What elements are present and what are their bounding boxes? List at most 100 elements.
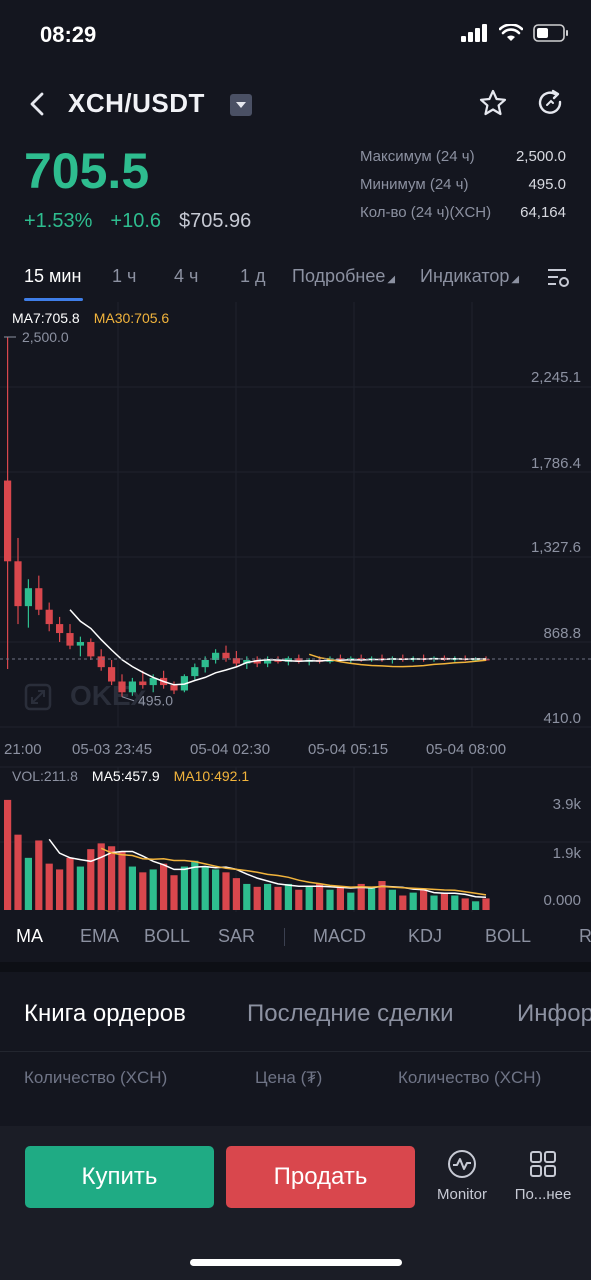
ma5-value: MA5:457.9 <box>91 768 160 784</box>
refresh-icon <box>538 89 562 114</box>
candle-body <box>295 658 303 662</box>
candle-body <box>87 642 95 657</box>
volume-bar <box>128 866 136 910</box>
stat-volume: Кол-во (24 ч)(XCH) 64,164 <box>360 204 566 232</box>
candle-body <box>14 561 22 607</box>
candlestick-chart[interactable]: OKEx 2,245.11,786.41,327.6868.8410.03.9k… <box>0 302 591 912</box>
watermark-logo-icon <box>24 683 52 711</box>
stat-label: Минимум (24 ч) <box>360 176 469 193</box>
caret-down-icon <box>236 102 246 108</box>
grid-icon <box>530 1151 556 1177</box>
volume-bar <box>295 889 303 910</box>
ma10-value: MA10:492.1 <box>173 768 250 784</box>
ma30-line <box>308 653 487 668</box>
stat-high: Максимум (24 ч) 2,500.0 <box>360 148 566 176</box>
monitor-icon <box>448 1150 476 1178</box>
chart-settings-button[interactable] <box>546 266 570 290</box>
ma30-value: MA30:705.6 <box>93 310 170 326</box>
ind-tab-r[interactable]: R <box>579 926 591 946</box>
ind-tab-ema[interactable]: EMA <box>80 926 120 946</box>
tab-recent-trades[interactable]: Последние сделки <box>247 1000 454 1027</box>
volume-bar <box>274 886 282 910</box>
ind-tab-boll[interactable]: BOLL <box>144 926 191 946</box>
volume-axis-label: 1.9k <box>553 845 582 862</box>
ind-tab-kdj[interactable]: KDJ <box>408 926 443 946</box>
candle-body <box>66 633 74 646</box>
back-button[interactable] <box>24 88 52 120</box>
candle-body <box>45 609 53 625</box>
volume-bar <box>232 878 240 910</box>
volume-bar <box>420 889 428 910</box>
ind-tab-ma[interactable]: MA <box>16 926 43 946</box>
stat-low: Минимум (24 ч) 495.0 <box>360 176 566 204</box>
candle-body <box>274 659 282 662</box>
tab-1h[interactable]: 1 ч <box>112 266 137 286</box>
volume-bar <box>160 863 168 910</box>
change-absolute: +10.6 <box>110 210 161 232</box>
tab-indicator[interactable]: Индикатор ◢ <box>420 266 519 287</box>
volume-bar <box>35 840 43 910</box>
volume-bar <box>108 846 116 910</box>
ma7-line <box>69 609 487 686</box>
candle-body <box>128 681 136 693</box>
volume-bar <box>409 892 417 910</box>
ind-tab-boll-sub[interactable]: BOLL <box>485 926 532 946</box>
tab-info[interactable]: Инфор <box>517 1000 591 1027</box>
volume-bar <box>316 883 324 910</box>
header: XCH/USDT <box>0 80 591 130</box>
price-axis-label: 868.8 <box>543 625 581 642</box>
tab-15m[interactable]: 15 мин <box>24 266 82 286</box>
candle-body <box>180 676 188 691</box>
volume-bar <box>191 860 199 910</box>
indicator-divider <box>284 928 285 946</box>
sell-button[interactable]: Продать <box>226 1146 415 1208</box>
volume-bar <box>368 886 376 910</box>
volume-bar <box>201 866 209 910</box>
pair-dropdown-button[interactable] <box>230 94 252 116</box>
candle-body <box>56 624 64 634</box>
active-tab-indicator <box>24 298 83 301</box>
volume-bar <box>440 892 448 910</box>
star-icon <box>479 89 507 116</box>
stat-value: 2,500.0 <box>515 148 566 165</box>
price-axis-label: 1,786.4 <box>531 455 581 472</box>
ind-tab-sar[interactable]: SAR <box>218 926 256 946</box>
tab-1d[interactable]: 1 д <box>240 266 266 286</box>
chevron-left-icon <box>30 92 44 116</box>
candle-body <box>222 652 230 659</box>
battery-icon <box>533 24 568 42</box>
fiat-price: $705.96 <box>179 210 252 232</box>
candle-body <box>170 685 178 691</box>
buy-button[interactable]: Купить <box>25 1146 214 1208</box>
monitor-label: Monitor <box>436 1186 488 1203</box>
volume-bar <box>180 866 188 910</box>
tab-4h[interactable]: 4 ч <box>174 266 199 286</box>
more-button[interactable]: По...нее <box>508 1146 578 1208</box>
stats-24h: Максимум (24 ч) 2,500.0 Минимум (24 ч) 4… <box>360 148 566 232</box>
candle-body <box>35 588 43 610</box>
wifi-icon <box>499 24 523 41</box>
volume-bar <box>45 863 53 910</box>
pair-title[interactable]: XCH/USDT <box>68 88 205 118</box>
candle-body <box>212 652 220 660</box>
volume-bar <box>482 898 490 910</box>
last-price: 705.5 <box>24 143 150 199</box>
refresh-button[interactable] <box>536 88 566 118</box>
tab-more[interactable]: Подробнее ◢ <box>292 266 395 287</box>
chart-area[interactable]: OKEx 2,245.1 1,786.4 1,327.6 868.8 410.0 3.9k… <box>0 302 591 962</box>
monitor-button[interactable]: Monitor <box>427 1146 497 1208</box>
price-axis-label: 410.0 <box>543 710 581 727</box>
volume-bar <box>451 895 459 910</box>
tab-order-book[interactable]: Книга ордеров <box>24 1000 186 1027</box>
favorite-button[interactable] <box>478 88 508 118</box>
low-label: 495.0 <box>138 693 173 709</box>
col-qty-right: Количество (XCH) <box>398 1068 542 1087</box>
order-book-header: Количество (XCH) Цена (₮) Количество (XC… <box>0 1068 591 1092</box>
ind-tab-macd[interactable]: MACD <box>313 926 366 946</box>
change-percent: +1.53% <box>24 210 93 232</box>
price-axis-label: 1,327.6 <box>531 539 581 556</box>
time-axis-label: 05-04 08:00 <box>426 741 506 758</box>
status-icons <box>461 24 569 42</box>
price-change-row: +1.53% +10.6 $705.96 <box>24 210 251 233</box>
volume-bar <box>118 852 126 910</box>
